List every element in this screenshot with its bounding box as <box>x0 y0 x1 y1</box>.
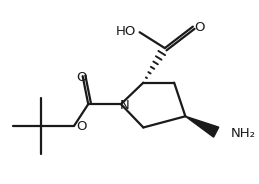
Text: HO: HO <box>116 25 136 38</box>
Text: O: O <box>194 21 205 34</box>
Text: NH₂: NH₂ <box>231 127 256 140</box>
Text: N: N <box>120 99 130 112</box>
Text: O: O <box>76 70 87 84</box>
Text: O: O <box>76 120 87 133</box>
Polygon shape <box>185 116 219 137</box>
